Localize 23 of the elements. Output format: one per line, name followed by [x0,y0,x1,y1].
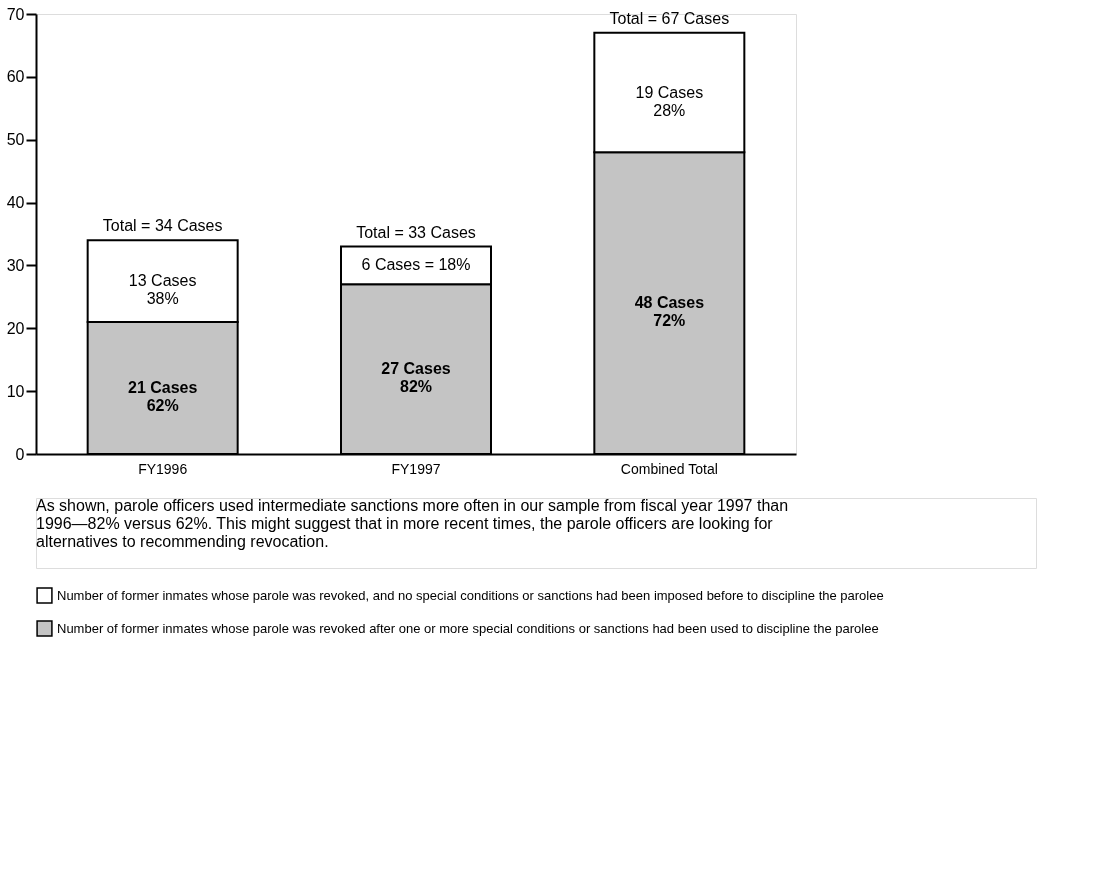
total-label: Total = 33 Cases [356,223,476,241]
data-label: 13 Cases 38% [128,272,197,308]
y-tick-label: 0 [15,445,25,463]
total-label: Total = 34 Cases [102,217,223,235]
data-label: 27 Cases 82% [381,360,451,396]
data-label: 6 Cases = 18% [361,256,471,274]
y-tick-label: 40 [6,194,25,212]
y-tick-label: 20 [6,319,25,337]
x-tick-label: FY1997 [391,460,441,477]
legend-label: Number of former inmates whose parole was revoked after one or more special conditions or sanctions had been used to discipline the parolee [57,620,879,636]
text: As shown, parole officers used intermediate sanctions more often in our sample from fiscal year 1997 than 1996—82% versus 62%. This might suggest that in more recent times, the parole officers are looking for alternatives to recommending revocation. [36,497,789,550]
y-tick-label: 30 [6,256,25,274]
data-label: 48 Cases 72% [634,294,705,330]
y-tick-label: 10 [6,382,25,400]
x-tick-label: Combined Total [620,460,718,477]
data-label: 19 Cases 28% [635,83,704,119]
total-label: Total = 67 Cases [609,9,730,27]
legend-label: Number of former inmates whose parole was revoked, and no special conditions or sanctions had been imposed before to discipline the parolee [57,587,884,603]
y-tick-label: 60 [6,68,25,86]
data-label: 21 Cases 62% [127,379,198,414]
x-tick-label: FY1996 [138,460,188,477]
y-tick-label: 50 [6,131,25,149]
y-tick-label: 70 [6,5,25,23]
